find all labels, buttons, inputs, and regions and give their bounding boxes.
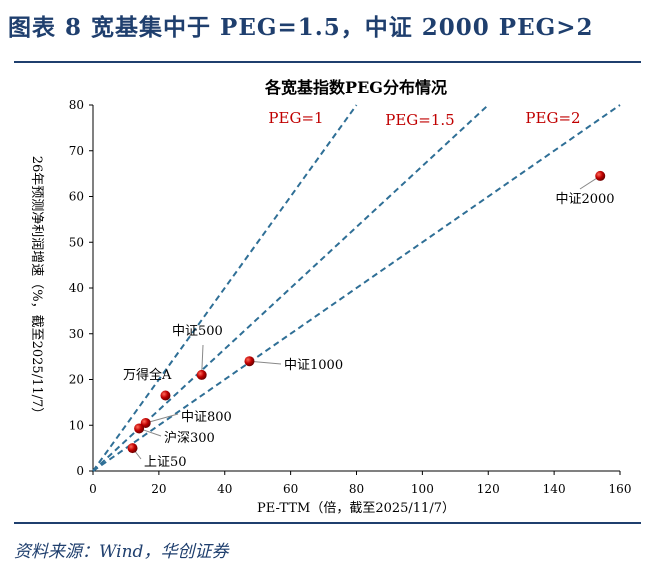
y-tick-label: 30 xyxy=(69,327,84,341)
figure-title: 图表 8 宽基集中于 PEG=1.5，中证 2000 PEG>2 xyxy=(8,14,594,41)
x-tick-label: 60 xyxy=(283,482,298,496)
y-axis-label: 26年预测净利润增速（%，截至2025/11/7） xyxy=(29,156,44,421)
x-tick-label: 80 xyxy=(349,482,364,496)
y-tick-label: 10 xyxy=(69,418,84,432)
peg-reference-line xyxy=(92,104,621,472)
peg-reference-label: PEG=2 xyxy=(525,109,580,127)
data-point xyxy=(196,369,207,380)
y-tick-label: 50 xyxy=(69,235,84,249)
peg-reference-label: PEG=1.5 xyxy=(385,111,454,129)
data-point-label: 中证800 xyxy=(181,410,232,425)
x-tick-label: 20 xyxy=(151,482,166,496)
axes: 0 20 40 60 80 100 120 140 160 0 10 20 30 40 50 60 70 80 xyxy=(69,98,632,496)
y-tick-label: 70 xyxy=(69,144,84,158)
data-point xyxy=(134,423,145,434)
top-rule xyxy=(14,61,641,63)
x-tick-label: 100 xyxy=(411,482,434,496)
data-point-label: 上证50 xyxy=(144,455,187,470)
y-tick-label: 40 xyxy=(69,281,84,295)
data-point-label: 中证500 xyxy=(172,324,223,339)
x-tick-label: 140 xyxy=(543,482,566,496)
peg-reference-line xyxy=(92,104,358,472)
bottom-rule xyxy=(14,522,641,524)
y-tick-label: 0 xyxy=(76,464,84,478)
y-tick-label: 20 xyxy=(69,373,84,387)
data-point xyxy=(244,356,255,367)
source-note: 资料来源：Wind，华创证券 xyxy=(14,542,229,562)
data-point xyxy=(160,390,171,401)
x-tick-label: 160 xyxy=(609,482,632,496)
data-point-label: 万得全A xyxy=(123,367,172,383)
point-leader-line xyxy=(249,360,282,365)
y-tick-label: 60 xyxy=(69,190,84,204)
data-point xyxy=(127,443,138,454)
data-point-label: 中证1000 xyxy=(284,358,343,373)
peg-reference-line xyxy=(92,104,489,472)
x-tick-label: 0 xyxy=(89,482,97,496)
chart-title: 各宽基指数PEG分布情况 xyxy=(264,78,447,97)
peg-scatter-chart: 各宽基指数PEG分布情况 0 20 40 60 80 100 120 140 160 0 10 20 3… xyxy=(29,78,632,516)
data-point-label: 中证2000 xyxy=(555,192,614,207)
x-tick-label: 120 xyxy=(477,482,500,496)
data-points: 中证2000 中证1000 中证500 万得全A 中证800 沪深300 上证50 xyxy=(123,170,615,470)
point-leader-line xyxy=(145,413,179,424)
reference-lines: PEG=1 PEG=1.5 PEG=2 xyxy=(92,104,621,472)
x-axis-label: PE-TTM（倍，截至2025/11/7） xyxy=(257,501,455,516)
y-tick-label: 80 xyxy=(69,98,84,112)
data-point-label: 沪深300 xyxy=(164,430,215,446)
x-tick-label: 40 xyxy=(217,482,232,496)
peg-reference-label: PEG=1 xyxy=(268,109,323,127)
data-point xyxy=(140,417,151,428)
data-point xyxy=(595,170,606,181)
